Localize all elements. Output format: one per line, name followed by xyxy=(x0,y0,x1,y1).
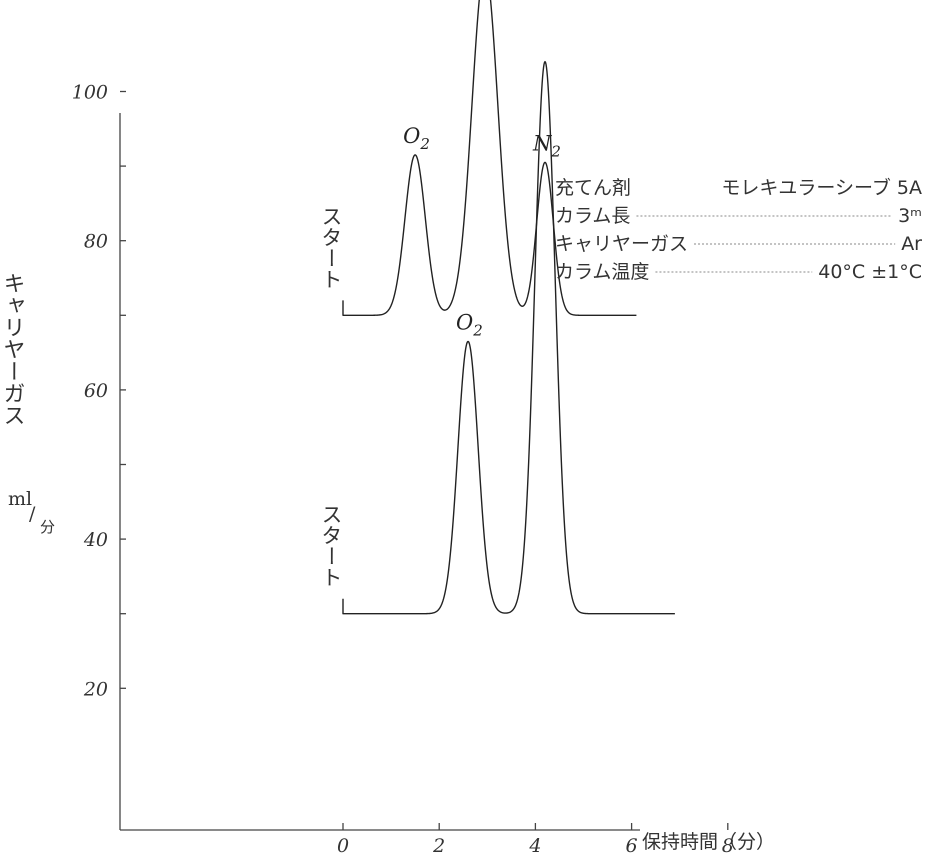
condition-value: Ar xyxy=(901,233,922,255)
conditions-legend: 充てん剤 モレキユラーシーブ 5A カラム長 3ᵐ キャリヤーガス Ar カラム温度 40°C… xyxy=(555,176,922,283)
x-tick-label: 6 xyxy=(626,835,638,857)
chromatogram-traces xyxy=(342,0,676,615)
x-tick-label: 0 xyxy=(337,835,349,857)
condition-label: カラム長 xyxy=(555,205,630,227)
peak-label-subscript: 2 xyxy=(550,142,561,160)
condition-value: 3ᵐ xyxy=(898,205,922,227)
y-unit-minute: 分 xyxy=(40,518,55,536)
y-axis-title-text: キャリヤーガス xyxy=(0,272,25,426)
y-tick-label: 40 xyxy=(83,529,108,551)
x-tick-label: 8 xyxy=(722,835,734,857)
chromatogram-trace-1 xyxy=(342,0,637,316)
y-tick-label: 20 xyxy=(83,678,108,700)
y-tick-label: 60 xyxy=(84,380,108,402)
peak-labels: O2N2N2O2 xyxy=(403,124,561,340)
x-ticks: 0 2 4 6 8 xyxy=(337,823,734,857)
y-axis-unit: ml / 分 xyxy=(8,488,55,536)
y-unit-ml: ml xyxy=(8,488,32,510)
y-axis-title: キャリヤーガス xyxy=(0,272,25,426)
y-unit-slash: / xyxy=(29,503,36,525)
peak-label: O2 xyxy=(456,310,483,339)
peak-label: O2 xyxy=(403,124,430,153)
peak-label-subscript: 2 xyxy=(419,135,430,153)
start-label: スタート xyxy=(319,504,343,588)
x-tick-label: 4 xyxy=(528,835,541,857)
condition-label: キャリヤーガス xyxy=(555,233,688,255)
y-ticks: 20 40 60 80 100 xyxy=(72,82,126,700)
chromatogram-trace-2 xyxy=(342,60,676,615)
y-tick-label: 80 xyxy=(84,231,108,253)
axes xyxy=(119,113,640,831)
condition-value: 40°C ±1°C xyxy=(818,261,922,283)
peak-label-subscript: 2 xyxy=(472,321,483,339)
peak-label: N2 xyxy=(532,131,561,160)
condition-label: 充てん剤 xyxy=(555,177,631,199)
condition-label: カラム温度 xyxy=(555,261,649,283)
x-tick-label: 2 xyxy=(432,835,445,857)
y-tick-label: 100 xyxy=(72,82,108,104)
condition-value: モレキユラーシーブ 5A xyxy=(721,176,922,199)
x-axis-title: 保持時間（分） xyxy=(642,831,775,853)
start-label: スタート xyxy=(319,205,343,289)
